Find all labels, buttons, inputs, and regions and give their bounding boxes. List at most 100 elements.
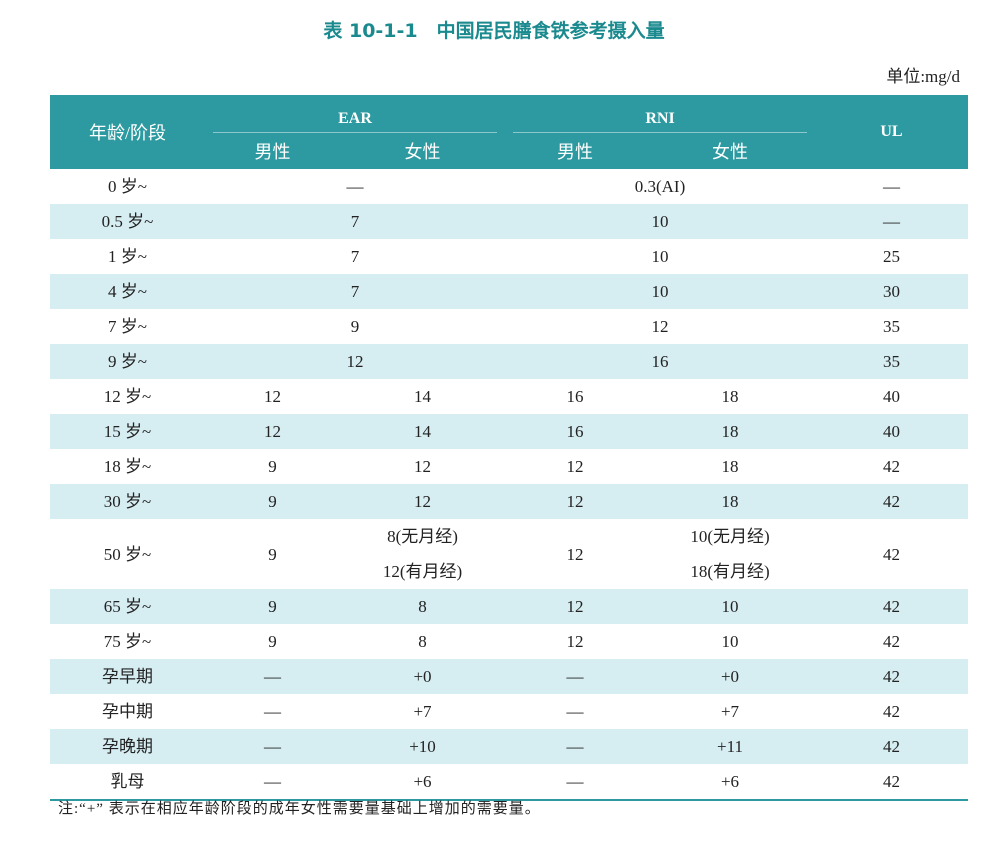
table-cell: 乳母 xyxy=(110,772,145,791)
table-cell: 12 xyxy=(505,589,645,624)
table-cell: 18 xyxy=(645,414,815,449)
table-row: 孕中期 — +7 — +7 42 xyxy=(50,694,968,729)
table-cell: +0 xyxy=(645,659,815,694)
header-text: EAR xyxy=(213,110,497,133)
table-row: 30 岁~ 9 12 12 18 42 xyxy=(50,484,968,519)
table-row: 乳母 — +6 — +6 42 xyxy=(50,764,968,800)
header-cell: 女性 xyxy=(340,133,505,169)
table-cell: 1 岁~ xyxy=(108,247,147,266)
table-cell: 16 xyxy=(505,344,815,379)
table-cell: 孕晚期 xyxy=(50,729,205,764)
table-cell: 9 xyxy=(205,589,340,624)
table-cell: 12 xyxy=(414,457,431,476)
table-cell: 10(无月经) 18(有月经) xyxy=(645,519,815,589)
table-cell: 42 xyxy=(883,772,900,791)
table-row: 4 岁~ 7 10 30 xyxy=(50,274,968,309)
table-cell: 10 xyxy=(721,632,739,651)
table-cell: +7 xyxy=(413,702,432,721)
table-cell: — xyxy=(346,177,364,196)
table-cell: 42 xyxy=(883,632,900,651)
table-cell: 35 xyxy=(883,317,900,336)
table-cell: 14 xyxy=(414,387,431,406)
table-row: 孕晚期 — +10— +11 42 xyxy=(50,729,968,764)
table-cell: 42 xyxy=(815,729,968,764)
header-cell: 男性 xyxy=(205,133,340,169)
cell-line: 12(有月经) xyxy=(382,562,463,581)
table-cell: — xyxy=(505,659,645,694)
table-cell: 42 xyxy=(815,589,968,624)
table-cell: +10 xyxy=(340,729,505,764)
table-cell: 4 岁~ xyxy=(50,274,205,309)
table-cell: 42 xyxy=(883,544,900,564)
table-cell: +0 xyxy=(340,659,505,694)
table-cell: 14 xyxy=(340,414,505,449)
table-cell: 12 xyxy=(651,317,669,336)
table-cell: 65 岁~ xyxy=(50,589,205,624)
table-cell: 16 xyxy=(566,387,584,406)
table-cell: 7 xyxy=(350,247,360,266)
table-cell: +11 xyxy=(645,729,815,764)
header-text: RNI xyxy=(513,110,807,133)
table-cell: 7 xyxy=(205,204,505,239)
note: 注:“+” 表示在相应年龄阶段的成年女性需要量基础上增加的需要量。 xyxy=(58,801,541,817)
table-cell: 7 xyxy=(205,274,505,309)
cell-line: 10(无月经) xyxy=(690,527,770,546)
table-cell: 18 xyxy=(721,387,739,406)
table-cell: 42 xyxy=(815,484,968,519)
table-cell: — xyxy=(264,702,281,721)
title: 表 10-1-1 中国居民膳食铁参考摄入量 xyxy=(323,20,665,42)
table-row: 18 岁~ 9 12 12 18 42 xyxy=(50,449,968,484)
table-cell: — xyxy=(505,729,645,764)
table-cell: 9 xyxy=(268,632,277,651)
table-cell: 12 xyxy=(566,457,584,476)
cell-line: 8(无月经) xyxy=(387,527,458,546)
table-cell: 42 xyxy=(883,457,900,476)
table-cell: — xyxy=(566,772,584,791)
table-cell: 42 xyxy=(815,659,968,694)
table-cell: 10 xyxy=(505,204,815,239)
header-cell: 年龄/阶段 xyxy=(50,95,205,169)
header-cell: 女性 xyxy=(645,133,815,169)
table-cell: 12 xyxy=(340,484,505,519)
table-cell: 9 xyxy=(268,544,277,564)
table-cell: 0 岁~ xyxy=(108,177,147,196)
table-cell: 12 xyxy=(566,544,584,564)
table-cell: 孕中期 xyxy=(102,702,153,721)
table-cell: — xyxy=(205,659,340,694)
table-cell: 18 xyxy=(645,484,815,519)
table-cell: 10 xyxy=(651,247,669,266)
table-cell: — xyxy=(566,702,584,721)
table-cell: 12 岁~ xyxy=(103,387,152,406)
table-cell: — xyxy=(815,204,968,239)
unit: 单位:mg/d xyxy=(886,67,960,86)
table-cell: 9 xyxy=(268,457,277,476)
table-row: 9 岁~ 12 16 35 xyxy=(50,344,968,379)
table-cell: 50 岁~ xyxy=(103,544,152,564)
table-cell: 15 岁~ xyxy=(50,414,205,449)
table-cell: 9 xyxy=(350,317,360,336)
table-row: 50 岁~ 9 8(无月经) 12(有月经) 12 10(无月经) 18(有月经) 42 xyxy=(50,519,968,589)
table-row: 1 岁~ 7 10 25 xyxy=(50,239,968,274)
table-cell: — xyxy=(883,177,900,196)
table-cell: 75 岁~ xyxy=(103,632,152,651)
table-cell: 9 xyxy=(205,484,340,519)
table-cell: 8(无月经) 12(有月经) xyxy=(340,519,505,589)
table-cell: 10 xyxy=(645,589,815,624)
table-cell: 12 xyxy=(264,387,281,406)
table-cell: 12 xyxy=(566,632,584,651)
table-cell: 16 xyxy=(505,414,645,449)
table-row: 75 岁~ 9 8 12 10 42 xyxy=(50,624,968,659)
cell-line: 18(有月经) xyxy=(690,562,770,581)
table-cell: 12 xyxy=(505,484,645,519)
table-cell: 40 xyxy=(815,414,968,449)
table-cell: 8 xyxy=(418,632,427,651)
table-row: 12 岁~ 12 14 16 18 40 xyxy=(50,379,968,414)
table-cell: 30 岁~ xyxy=(50,484,205,519)
table-body: 0 岁~ —0.3(AI) —0.5 岁~ 7 10—1 岁~ 7 10 25 4 岁~ 7 10 3… xyxy=(50,169,968,800)
table-cell: 42 xyxy=(883,702,900,721)
table-cell: 12 xyxy=(205,414,340,449)
table-cell: 35 xyxy=(815,344,968,379)
header-cell: 男性 xyxy=(505,133,645,169)
table-row: 65 岁~ 9 8 12 10 42 xyxy=(50,589,968,624)
